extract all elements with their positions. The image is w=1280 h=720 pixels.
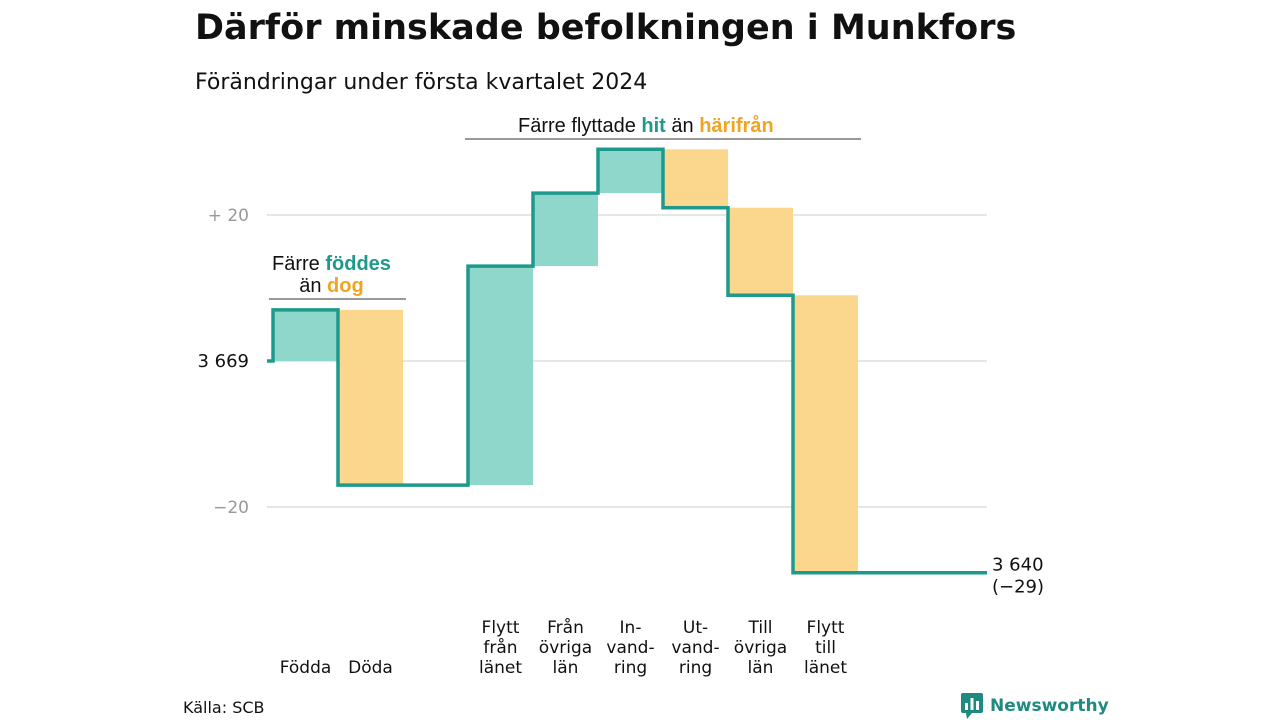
newsworthy-logo-icon	[961, 693, 983, 719]
brand-name: Newsworthy	[990, 696, 1109, 716]
category-label: Födda	[280, 658, 332, 678]
waterfall-bar	[533, 193, 598, 267]
category-label: Döda	[348, 658, 393, 678]
category-label: Till övriga län	[734, 618, 787, 678]
end-value-label: 3 640	[992, 555, 1044, 576]
waterfall-bar	[598, 149, 663, 194]
migration-annotation-text: Färre flyttade	[518, 115, 636, 137]
births-annotation: Färre föddes än dog	[272, 253, 391, 297]
waterfall-bar	[338, 309, 403, 486]
category-label: Flytt till länet	[804, 618, 847, 678]
y-tick-label: −20	[213, 498, 249, 518]
births-annotation-text: Färre	[272, 253, 320, 275]
waterfall-step-line	[267, 147, 987, 575]
waterfall-bar	[793, 295, 858, 573]
category-label: Ut-vand-ring	[671, 618, 719, 678]
chart-title: Därför minskade befolkningen i Munkfors	[195, 8, 1017, 48]
source-note: Källa: SCB	[183, 698, 265, 717]
deaths-annotation-text: än	[299, 275, 322, 297]
migration-annotation-hit: hit	[641, 115, 666, 137]
deaths-annotation-highlight: dog	[327, 275, 364, 297]
migration-annotation-harifran: härifrån	[699, 115, 774, 137]
migration-annotation-middle: än	[671, 115, 694, 137]
y-tick-label: 3 669	[197, 351, 249, 372]
end-change-label: (−29)	[992, 577, 1044, 598]
category-label: Flytt från länet	[479, 618, 522, 678]
y-tick-label: + 20	[208, 206, 249, 226]
category-label: In-vand-ring	[606, 618, 654, 678]
births-annotation-highlight: föddes	[325, 253, 391, 275]
waterfall-bar	[663, 149, 728, 208]
category-label: Från övriga län	[539, 617, 592, 678]
waterfall-bar	[728, 207, 793, 296]
waterfall-bar	[273, 309, 338, 361]
waterfall-bar	[468, 266, 533, 486]
migration-annotation: Färre flyttade hit än härifrån	[518, 115, 774, 138]
brand-logo: Newsworthy	[960, 692, 1109, 720]
chart-subtitle: Förändringar under första kvartalet 2024	[195, 70, 648, 95]
